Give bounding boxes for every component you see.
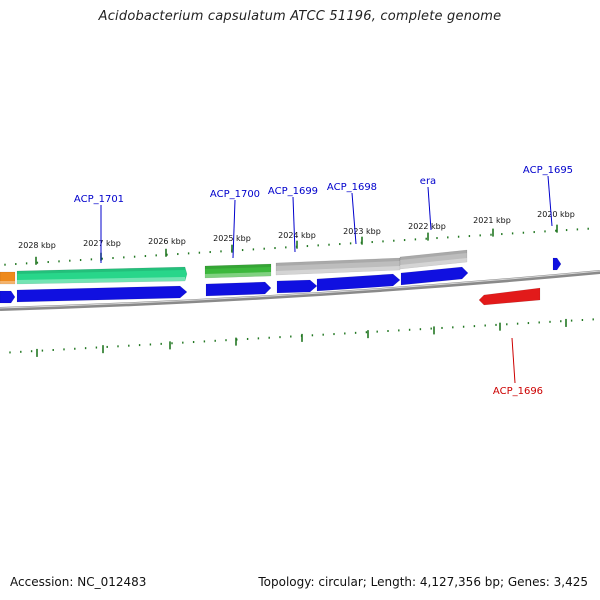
gene-blue-6	[400, 266, 469, 286]
outer-scale-ticks	[4, 224, 589, 266]
gene-blue-1	[0, 290, 16, 304]
gene-label: ACP_1695	[523, 165, 573, 176]
gene-bevel	[400, 258, 467, 269]
gene-gray-2	[399, 249, 468, 270]
genome-backbone	[0, 270, 600, 311]
scale-labels: 2028 kbp 2027 kbp 2026 kbp 2025 kbp 2024 kbp…	[18, 210, 575, 250]
gene-bevel	[276, 258, 400, 266]
gene-labels: ACP_1701 ACP_1700 ACP_1699 ACP_1698 era ACP_1…	[74, 165, 573, 397]
gene-bevel	[400, 250, 467, 260]
scale-label: 2023 kbp	[343, 227, 381, 236]
label-leader-line	[427, 186, 432, 231]
gene-red	[478, 287, 541, 306]
gene-label: ACP_1700	[210, 189, 260, 200]
scale-label: 2021 kbp	[473, 216, 511, 225]
gene-label: ACP_1698	[327, 182, 377, 193]
genome-backbone-highlight	[0, 270, 600, 309]
gene-label: ACP_1699	[268, 186, 318, 197]
gene-blue-2	[16, 285, 188, 303]
label-leader-line	[511, 337, 516, 384]
label-leader-line	[547, 175, 553, 227]
scale-label: 2022 kbp	[408, 222, 446, 231]
genome-title: Acidobacterium capsulatum ATCC 51196, co…	[98, 9, 502, 24]
scale-label: 2028 kbp	[18, 241, 56, 250]
gene-label: ACP_1696	[493, 386, 543, 397]
gene-blue-3	[205, 281, 272, 297]
gene-green	[204, 263, 272, 279]
gene-label: ACP_1701	[74, 194, 124, 205]
scale-label: 2026 kbp	[148, 237, 186, 246]
gene-blue-5	[316, 273, 401, 292]
gene-bevel	[205, 272, 271, 278]
inner-scale-ticks	[9, 318, 594, 357]
accession-text: Accession: NC_012483	[10, 575, 147, 589]
gene-gray-1	[275, 257, 401, 276]
gene-blue-7	[552, 257, 562, 271]
gene-blue-4	[276, 279, 318, 294]
scale-label: 2027 kbp	[83, 239, 121, 248]
gene-label: era	[420, 176, 436, 187]
label-leader-line	[351, 192, 357, 245]
label-leader-line	[292, 196, 296, 253]
genome-summary-text: Topology: circular; Length: 4,127,356 bp…	[258, 575, 588, 589]
gene-bevel	[276, 266, 400, 275]
gene-orange	[0, 271, 16, 285]
label-leaders	[100, 175, 553, 384]
gene-teal	[16, 266, 188, 285]
gene-bevel	[17, 267, 185, 274]
gene-features	[0, 249, 562, 306]
gene-bevel	[17, 277, 185, 284]
gene-bevel	[205, 264, 271, 269]
scale-label: 2020 kbp	[537, 210, 575, 219]
gene-bevel	[0, 281, 15, 284]
label-leader-line	[232, 199, 236, 259]
scale-label: 2025 kbp	[213, 234, 251, 243]
scale-label: 2024 kbp	[278, 231, 316, 240]
